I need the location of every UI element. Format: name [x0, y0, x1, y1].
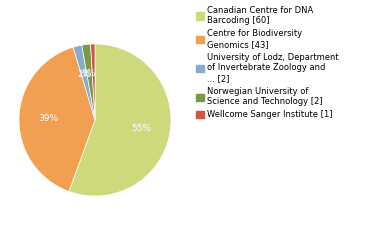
Wedge shape	[73, 45, 95, 120]
Wedge shape	[19, 47, 95, 192]
Text: 1%: 1%	[82, 69, 97, 78]
Text: 39%: 39%	[38, 114, 58, 123]
Text: 2%: 2%	[77, 70, 91, 79]
Legend: Canadian Centre for DNA
Barcoding [60], Centre for Biodiversity
Genomics [43], U: Canadian Centre for DNA Barcoding [60], …	[194, 4, 341, 121]
Wedge shape	[69, 44, 171, 196]
Wedge shape	[90, 44, 95, 120]
Wedge shape	[82, 44, 95, 120]
Text: 55%: 55%	[131, 124, 152, 133]
